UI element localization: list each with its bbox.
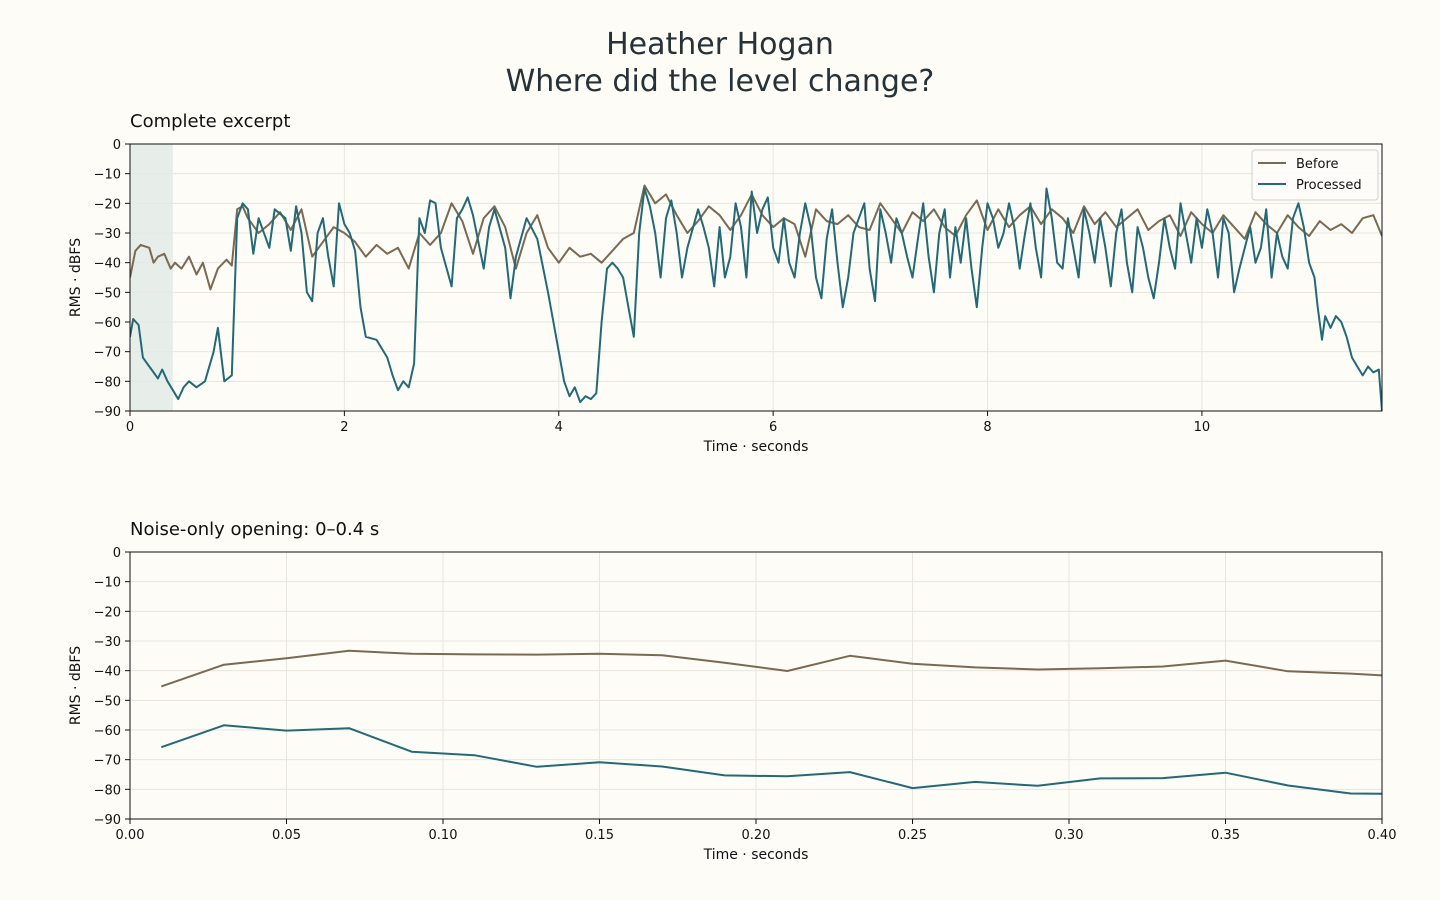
y-tick-label: −70 bbox=[94, 346, 121, 361]
x-tick-label: 0.20 bbox=[742, 828, 771, 843]
chart-noise-only-opening: Noise-only opening: 0–0.4 s 0.00 0.05 0.10 0… bbox=[68, 519, 1396, 863]
y-tick-label: −60 bbox=[94, 316, 121, 331]
y-tick-label: −60 bbox=[94, 724, 121, 739]
y-tick-label: 0 bbox=[113, 138, 121, 153]
x-tick-label: 8 bbox=[983, 420, 991, 435]
y-tick-label: −80 bbox=[94, 783, 121, 798]
x-tick-label: 0.30 bbox=[1055, 828, 1084, 843]
y-tick-label: 0 bbox=[113, 546, 121, 561]
x-tick-label: 0.35 bbox=[1211, 828, 1240, 843]
legend: Before Processed bbox=[1251, 149, 1379, 201]
series-line-processed bbox=[160, 724, 1382, 795]
y-axis-label: RMS · dBFS bbox=[68, 238, 84, 317]
x-axis-label: Time · seconds bbox=[703, 847, 809, 863]
x-tick-label: 0.25 bbox=[898, 828, 927, 843]
x-tick-label: 4 bbox=[555, 420, 563, 435]
y-tick-label: −90 bbox=[94, 813, 121, 828]
figure-title-line2: Where did the level change? bbox=[506, 64, 935, 99]
y-tick-label: −80 bbox=[94, 375, 121, 390]
x-tick-label: 0.40 bbox=[1368, 828, 1397, 843]
shaded-region-noise-only bbox=[130, 144, 173, 411]
y-tick-label: −40 bbox=[94, 257, 121, 272]
series-line-processed bbox=[130, 187, 1382, 411]
x-tick-label: 0 bbox=[126, 420, 134, 435]
panel-title: Noise-only opening: 0–0.4 s bbox=[130, 519, 379, 540]
x-tick-label: 10 bbox=[1194, 420, 1211, 435]
y-tick-label: −30 bbox=[94, 635, 121, 650]
x-tick-label: 0.00 bbox=[116, 828, 145, 843]
y-tick-label: −40 bbox=[94, 665, 121, 680]
x-tick-label: 6 bbox=[769, 420, 777, 435]
panel-title: Complete excerpt bbox=[130, 111, 290, 132]
x-tick-label: 0.05 bbox=[272, 828, 301, 843]
x-tick-label: 0.15 bbox=[585, 828, 614, 843]
y-axis-label: RMS · dBFS bbox=[68, 646, 84, 725]
y-tick-label: −20 bbox=[94, 605, 121, 620]
y-tick-label: −90 bbox=[94, 405, 121, 420]
x-axis-label: Time · seconds bbox=[703, 439, 809, 455]
y-tick-label: −70 bbox=[94, 754, 121, 769]
x-tick-label: 2 bbox=[340, 420, 348, 435]
figure-title-line1: Heather Hogan bbox=[606, 27, 834, 62]
series-line-before bbox=[130, 184, 1382, 291]
y-tick-label: −50 bbox=[94, 286, 121, 301]
x-tick-label: 0.10 bbox=[429, 828, 458, 843]
y-tick-label: −20 bbox=[94, 197, 121, 212]
plot-frame bbox=[129, 143, 1383, 412]
y-tick-label: −10 bbox=[94, 576, 121, 591]
legend-label-processed: Processed bbox=[1296, 178, 1362, 193]
series-line-before bbox=[160, 649, 1382, 688]
chart-complete-excerpt: Complete excerpt 0 2 4 6 8 10 0 −10 −20 −30 −40 −50 −… bbox=[68, 111, 1383, 455]
y-tick-label: −30 bbox=[94, 227, 121, 242]
plot-area bbox=[130, 144, 1382, 411]
y-tick-label: −50 bbox=[94, 694, 121, 709]
legend-label-before: Before bbox=[1296, 157, 1339, 172]
y-tick-label: −10 bbox=[94, 168, 121, 183]
